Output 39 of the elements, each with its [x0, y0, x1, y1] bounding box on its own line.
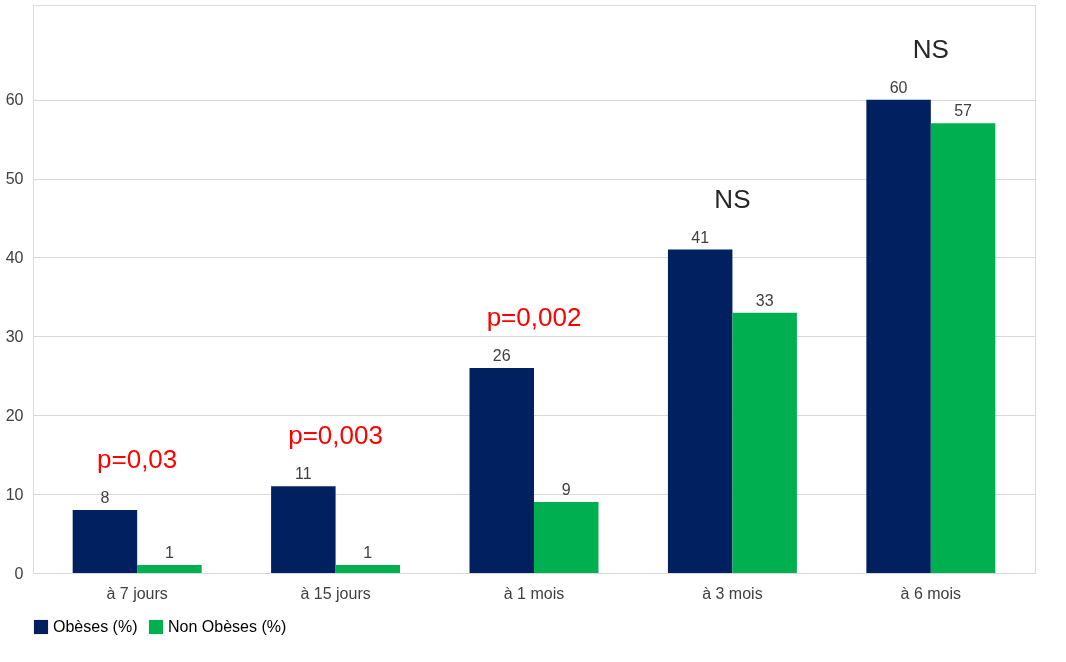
x-tick-label: à 15 jours [300, 584, 371, 602]
bar [534, 502, 599, 573]
y-tick-label: 10 [5, 485, 24, 503]
legend-label: Obèses (%) [53, 618, 138, 635]
data-label: 11 [295, 465, 312, 483]
bar [335, 565, 401, 573]
y-tick-label: 40 [5, 248, 24, 266]
data-label: 57 [954, 102, 973, 120]
annotation: p=0,003 [288, 420, 383, 451]
bar [271, 486, 336, 573]
annotation: p=0,03 [97, 443, 178, 474]
data-label: 9 [561, 481, 571, 498]
data-label: 41 [691, 228, 710, 246]
data-label: 8 [100, 488, 110, 506]
data-label: 60 [889, 78, 908, 96]
legend-label: Non Obèses (%) [168, 618, 287, 635]
data-label: 26 [492, 346, 511, 364]
annotation: NS [714, 183, 751, 214]
data-label: 1 [164, 544, 174, 562]
bar [667, 249, 733, 573]
annotation: NS [912, 33, 949, 64]
x-tick-label: à 1 mois [503, 584, 565, 602]
bar [72, 509, 138, 573]
bar [930, 123, 996, 573]
bar [866, 99, 931, 573]
y-tick-label: 50 [5, 170, 24, 188]
y-tick-label: 30 [5, 327, 24, 345]
bar [469, 367, 534, 573]
x-tick-label: à 6 mois [900, 584, 962, 602]
x-tick-label: à 3 mois [702, 584, 763, 602]
y-tick-label: 60 [5, 91, 24, 109]
data-label: 1 [363, 544, 373, 562]
y-tick-label: 0 [14, 564, 24, 582]
x-tick-label: à 7 jours [106, 584, 168, 602]
annotation: p=0,002 [486, 301, 582, 332]
bar [137, 565, 202, 573]
data-label: 33 [755, 291, 774, 309]
bar [732, 312, 797, 573]
y-tick-label: 20 [5, 406, 24, 424]
